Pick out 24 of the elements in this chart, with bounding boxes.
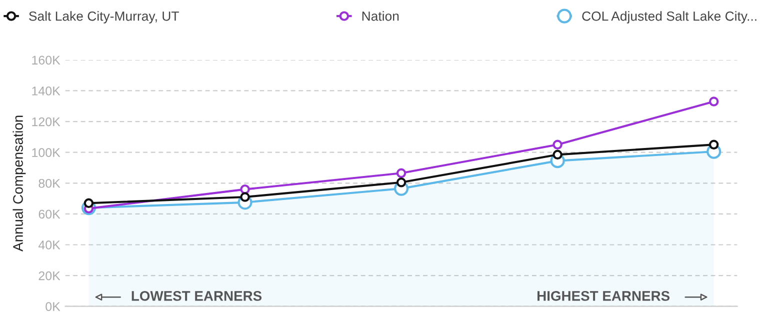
point <box>396 168 406 178</box>
annotation: LOWEST EARNERS <box>132 291 262 301</box>
y-tick-label: 120K <box>32 117 60 126</box>
point <box>396 178 406 188</box>
legend-label: COL Adjusted Salt Lake City... <box>582 11 756 24</box>
y-tick-label: 160K <box>32 56 60 65</box>
y-tick-label: 60K <box>38 210 60 219</box>
point <box>552 140 562 150</box>
y-tick-label: 100K <box>32 148 60 157</box>
y-tick-label: 0K <box>46 302 60 312</box>
point <box>708 96 719 106</box>
legend-label: Nation <box>362 11 399 21</box>
y-tick-label: 80K <box>38 178 60 188</box>
y-tick-label: 140K <box>32 86 60 96</box>
legend-label: Salt Lake City-Murray, UT <box>29 11 179 24</box>
point <box>552 150 562 160</box>
y-tick-label: 40K <box>38 240 60 250</box>
point <box>240 192 250 202</box>
annotation: HIGHEST EARNERS <box>538 291 670 301</box>
y-axis-title: Annual Compensation <box>12 116 26 252</box>
point <box>708 140 719 150</box>
y-tick-label: 20K <box>38 271 60 280</box>
point <box>240 184 250 194</box>
point <box>84 198 94 208</box>
